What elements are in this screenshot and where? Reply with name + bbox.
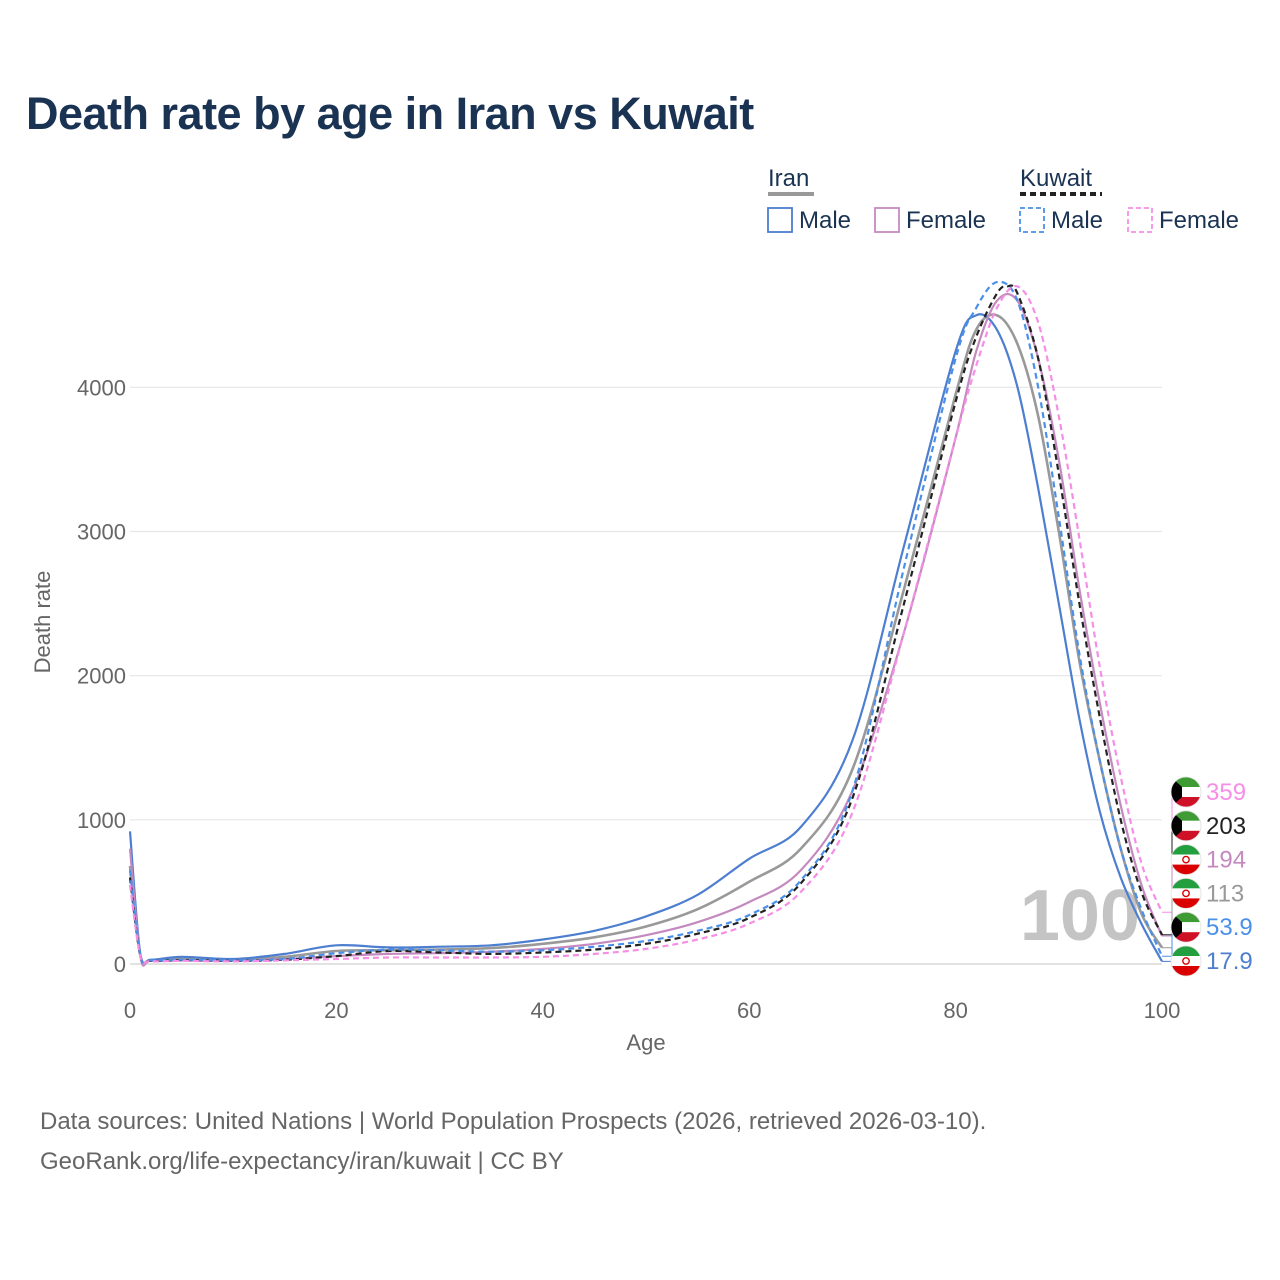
flag-stripes: [1171, 844, 1201, 875]
flag-trapezoid: [1171, 810, 1182, 841]
flag-stripe: [1171, 820, 1201, 831]
flag-stripe: [1171, 844, 1201, 855]
kuwait-flag-icon: [1170, 810, 1202, 842]
end-label-iran-male: 17.9: [1206, 948, 1253, 975]
y-tick-label: 3000: [77, 520, 126, 545]
y-tick-label: 2000: [77, 664, 126, 689]
series-line-iran-total[interactable]: [128, 313, 1164, 966]
flag-border: [1170, 911, 1202, 943]
flag-stripes: [1171, 777, 1201, 807]
source-note: Data sources: United Nations | World Pop…: [40, 1108, 987, 1135]
flag-stripe: [1171, 898, 1201, 909]
x-tick-label: 80: [943, 998, 967, 1023]
iran-flag-icon: [1170, 878, 1202, 909]
end-label-kuwait-female: 359: [1206, 779, 1246, 806]
x-tick-label: 0: [124, 998, 136, 1023]
end-label-leader: [1162, 859, 1173, 937]
flag-stripes: [1171, 912, 1201, 943]
x-tick-label: 60: [737, 998, 761, 1023]
flag-stripe: [1171, 864, 1201, 875]
legend-group-kuwait[interactable]: Kuwait: [1020, 165, 1092, 192]
end-label-kuwait-total: 203: [1206, 813, 1246, 840]
x-axis-label: Age: [626, 1030, 665, 1055]
end-label-leader: [1162, 927, 1173, 957]
flag-border: [1170, 878, 1202, 909]
flag-stripe: [1171, 787, 1201, 797]
flag-trapezoid: [1171, 912, 1182, 943]
flag-trapezoid: [1171, 777, 1182, 807]
flag-border: [1170, 810, 1202, 842]
flag-stripe: [1171, 912, 1201, 923]
legend-swatch-iran-female[interactable]: [874, 207, 900, 233]
legend-group-iran[interactable]: Iran: [768, 165, 809, 192]
end-label-leader: [1162, 792, 1173, 913]
flag-stripe: [1171, 810, 1201, 821]
legend-label-kuwait-female[interactable]: Female: [1159, 207, 1239, 234]
flag-stripes: [1171, 946, 1201, 976]
kuwait-flag-icon: [1170, 911, 1202, 943]
iran-flag-icon: [1170, 945, 1202, 977]
flag-border: [1170, 776, 1202, 808]
flag-stripe: [1171, 777, 1201, 787]
series-line-iran-female[interactable]: [128, 292, 1164, 967]
legend-swatch-iran-male[interactable]: [767, 207, 793, 233]
end-label-iran-total: 113: [1206, 880, 1244, 907]
legend-label-iran-female[interactable]: Female: [906, 207, 986, 234]
flag-border: [1170, 945, 1202, 977]
series-line-kuwait-male[interactable]: [128, 280, 1164, 964]
series-line-iran-male[interactable]: [128, 313, 1163, 967]
x-tick-label: 20: [324, 998, 348, 1023]
legend-label-kuwait-male[interactable]: Male: [1051, 207, 1103, 234]
flag-stripe: [1171, 854, 1201, 865]
flag-stripe: [1171, 830, 1201, 841]
x-tick-label: 100: [1144, 998, 1181, 1023]
x-tick-label: 40: [531, 998, 555, 1023]
flag-stripe: [1171, 878, 1201, 889]
kuwait-flag-icon: [1170, 776, 1202, 808]
y-tick-label: 4000: [77, 375, 126, 400]
source-url[interactable]: GeoRank.org/life-expectancy/iran/kuwait …: [40, 1148, 564, 1175]
flag-stripe: [1171, 797, 1201, 807]
flag-stripe: [1171, 956, 1201, 966]
flag-stripe: [1171, 932, 1201, 943]
end-label-leader: [1162, 825, 1173, 936]
end-label-iran-female: 194: [1206, 847, 1246, 874]
flag-stripe: [1171, 922, 1201, 933]
series-line-kuwait-female[interactable]: [128, 285, 1164, 965]
flag-stripe: [1171, 888, 1201, 899]
y-axis-label: Death rate: [30, 571, 55, 674]
flag-stripes: [1171, 878, 1201, 909]
y-tick-label: 0: [114, 952, 126, 977]
end-label-kuwait-male: 53.9: [1206, 914, 1253, 941]
y-tick-label: 1000: [77, 808, 126, 833]
age-watermark: 100: [1020, 876, 1140, 956]
flag-emblem: [1182, 855, 1190, 864]
chart-title: Death rate by age in Iran vs Kuwait: [26, 88, 754, 139]
flag-emblem: [1182, 889, 1190, 898]
flag-stripe: [1171, 946, 1201, 956]
iran-flag-icon: [1170, 844, 1202, 875]
flag-border: [1170, 844, 1202, 875]
flag-stripes: [1171, 810, 1201, 841]
flag-stripe: [1171, 966, 1201, 976]
legend-swatch-kuwait-male[interactable]: [1019, 207, 1045, 233]
flag-emblem: [1182, 957, 1190, 965]
legend-label-iran-male[interactable]: Male: [799, 207, 851, 234]
end-label-leader: [1162, 893, 1173, 949]
legend-swatch-kuwait-female[interactable]: [1127, 207, 1153, 233]
